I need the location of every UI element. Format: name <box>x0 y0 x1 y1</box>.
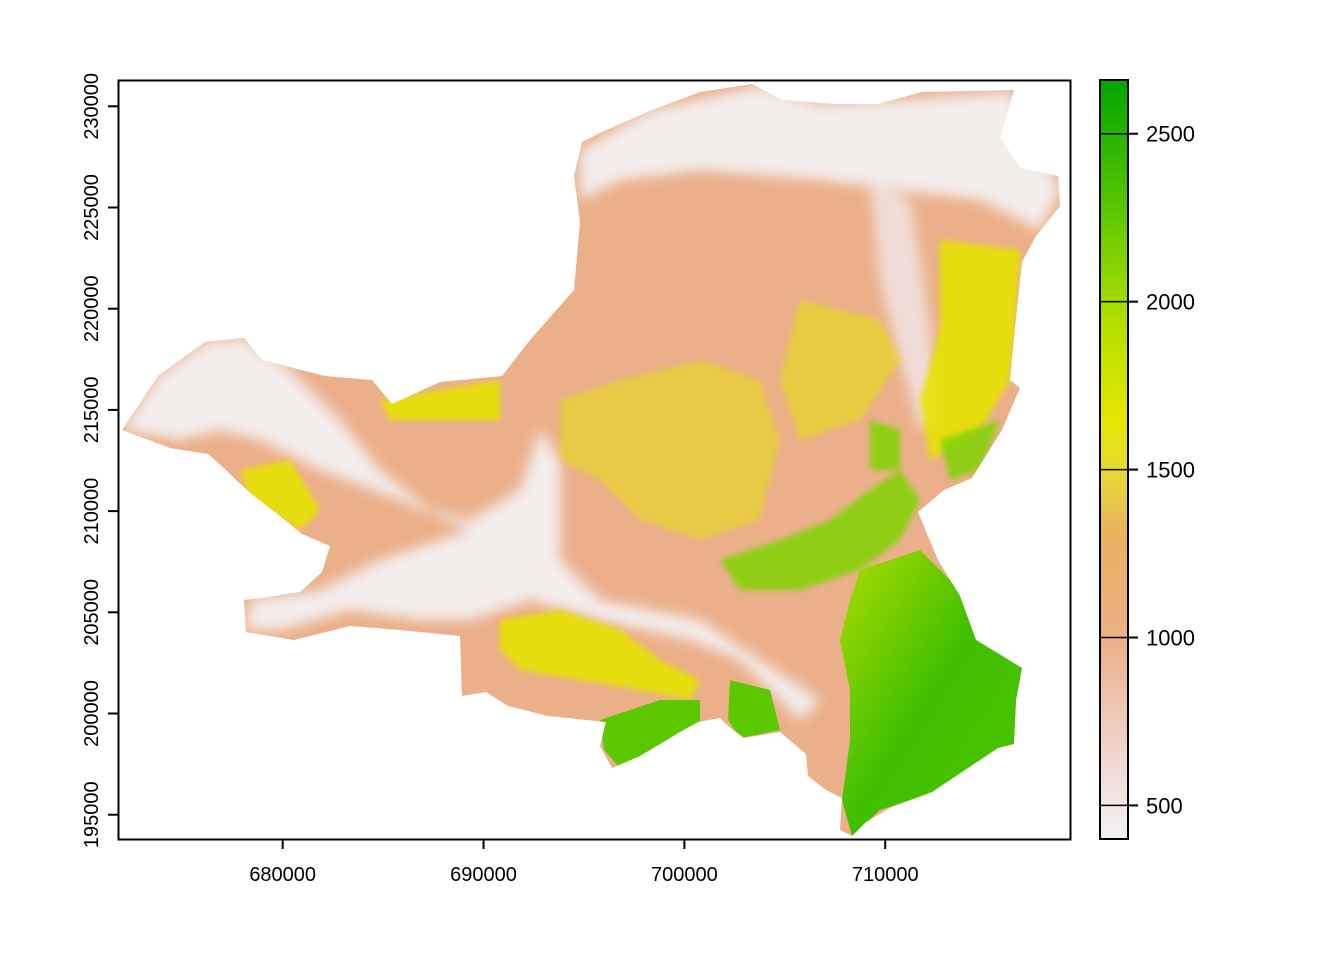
y-tick-label: 200000 <box>81 680 103 747</box>
y-tick-label: 195000 <box>81 781 103 848</box>
legend-colorbar <box>1099 79 1129 840</box>
elevation-raster <box>122 84 1060 836</box>
y-tick-label: 225000 <box>81 174 103 241</box>
x-tick-label: 700000 <box>651 864 718 886</box>
legend-tick-label: 2500 <box>1146 122 1195 147</box>
x-axis: 680000 690000 700000 710000 <box>249 839 919 886</box>
y-tick-label: 210000 <box>81 478 103 545</box>
y-tick-label: 205000 <box>81 579 103 646</box>
y-axis: 195000 200000 205000 210000 215000 220000 2250… <box>81 73 118 848</box>
x-tick-label: 680000 <box>249 864 316 886</box>
x-tick-label: 710000 <box>852 864 919 886</box>
y-tick-label: 230000 <box>81 73 103 140</box>
plot-frame <box>117 79 1072 841</box>
legend-tick-label: 1500 <box>1146 458 1195 483</box>
y-tick-label: 215000 <box>81 377 103 444</box>
legend-tick-label: 1000 <box>1146 625 1195 650</box>
x-tick-label: 690000 <box>450 864 517 886</box>
legend-tick-label: 2000 <box>1146 290 1195 315</box>
y-tick-label: 220000 <box>81 275 103 342</box>
color-legend: 500 1000 1500 2000 2500 <box>1099 79 1195 840</box>
legend-tick-label: 500 <box>1146 793 1183 818</box>
